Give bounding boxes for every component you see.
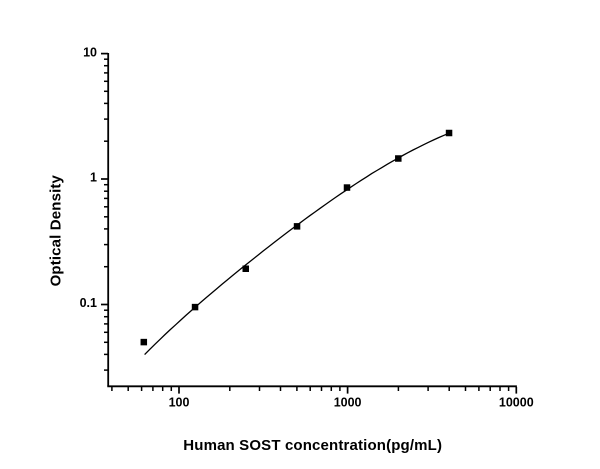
- svg-text:10: 10: [83, 45, 97, 59]
- svg-text:1000: 1000: [334, 396, 362, 410]
- svg-text:10000: 10000: [499, 396, 534, 410]
- svg-text:Optical Density: Optical Density: [47, 174, 64, 286]
- svg-text:1: 1: [90, 171, 97, 185]
- svg-text:Human SOST concentration(pg/mL: Human SOST concentration(pg/mL): [183, 437, 442, 454]
- svg-text:0.1: 0.1: [80, 296, 97, 310]
- svg-text:100: 100: [169, 396, 190, 410]
